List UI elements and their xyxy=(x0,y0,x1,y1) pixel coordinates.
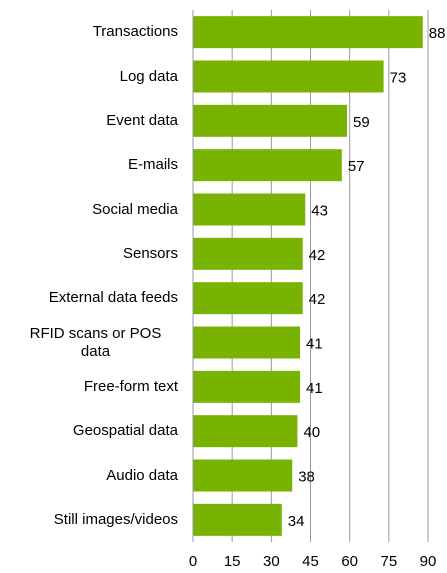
y-tick-label: Log data xyxy=(119,67,178,85)
value-label: 59 xyxy=(353,114,370,131)
x-tick-label: 45 xyxy=(302,553,319,570)
bar xyxy=(193,415,298,448)
value-label: 34 xyxy=(288,513,305,530)
bar xyxy=(193,503,282,536)
x-tick-label: 15 xyxy=(224,553,241,570)
y-tick-label: Still images/videos xyxy=(53,510,178,528)
x-tick-label: 75 xyxy=(380,553,397,570)
bar xyxy=(193,16,423,49)
x-tick-label: 0 xyxy=(189,553,197,570)
bar xyxy=(193,282,303,315)
y-tick-label: E-mails xyxy=(127,156,178,174)
y-tick-label: Social media xyxy=(92,200,178,218)
bar xyxy=(193,60,384,93)
value-label: 88 xyxy=(429,25,446,42)
value-label: 41 xyxy=(306,335,323,352)
y-tick-label: Event data xyxy=(106,111,178,129)
bar xyxy=(193,370,301,403)
bar xyxy=(193,149,342,182)
y-tick-label: Audio data xyxy=(106,466,178,484)
x-tick-label: 90 xyxy=(420,553,437,570)
y-tick-label: Sensors xyxy=(122,244,178,262)
value-label: 41 xyxy=(306,380,323,397)
value-label: 57 xyxy=(348,158,365,175)
y-tick-label: Geospatial data xyxy=(72,422,178,440)
bar xyxy=(193,237,303,270)
bar xyxy=(193,104,348,137)
value-label: 73 xyxy=(390,69,407,86)
y-tick-label: Free-form text xyxy=(83,377,178,395)
bar xyxy=(193,326,301,359)
y-tick-label: Transactions xyxy=(92,23,178,41)
bar xyxy=(193,459,293,492)
value-label: 42 xyxy=(309,247,326,264)
x-tick-label: 60 xyxy=(341,553,358,570)
y-tick-label: External data feeds xyxy=(48,289,178,307)
bar xyxy=(193,193,306,226)
x-tick-label: 30 xyxy=(263,553,280,570)
value-label: 38 xyxy=(298,468,315,485)
value-label: 43 xyxy=(311,202,328,219)
value-label: 40 xyxy=(303,424,320,441)
value-label: 42 xyxy=(309,291,326,308)
y-tick-label: RFID scans or POS data xyxy=(29,324,162,360)
